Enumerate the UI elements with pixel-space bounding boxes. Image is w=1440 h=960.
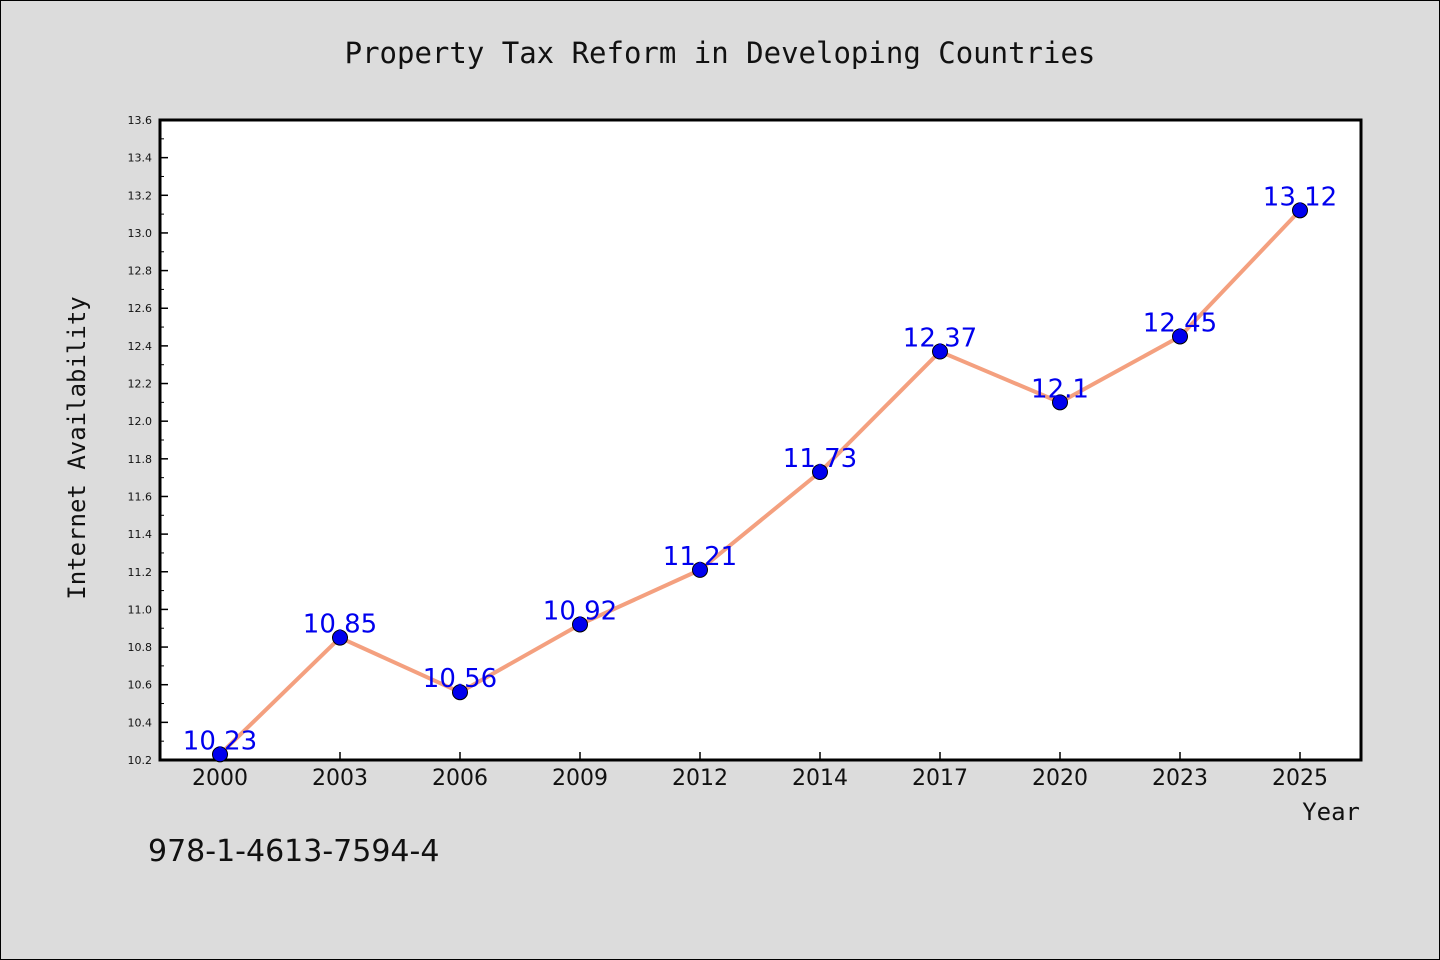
x-axis-label: Year [1302,798,1360,826]
y-axis-label: Internet Availability [63,296,91,599]
data-points [212,202,1308,763]
y-tick-label: 13.4 [128,152,153,165]
y-tick-label: 11.6 [128,490,153,503]
x-tick-label: 2000 [192,766,248,791]
x-tick-label: 2009 [552,766,608,791]
y-tick-label: 10.6 [128,679,153,692]
data-point [1292,202,1308,219]
chart-title: Property Tax Reform in Developing Countr… [345,36,1096,70]
data-label: 10.85 [303,610,377,640]
data-point [452,684,468,701]
data-label: 10.23 [183,726,257,756]
data-point [1052,394,1068,411]
y-tick-label: 12.8 [128,265,153,278]
y-tick-label: 12.2 [128,378,153,391]
data-point [332,629,348,646]
x-tick-label: 2012 [672,766,728,791]
x-tick-label: 2017 [912,766,968,791]
data-point [932,343,948,360]
y-tick-label: 12.4 [128,340,153,353]
y-tick-label: 13.2 [128,189,153,202]
plot-area [158,118,1363,762]
x-tick-label: 2025 [1272,766,1328,791]
data-point [812,464,828,480]
x-tick-label: 2014 [792,766,848,791]
y-tick-label: 11.2 [128,566,153,579]
data-label: 10.56 [423,664,497,694]
y-axis: 10.2 10.4 10.6 10.8 11.0 11.2 11.4 11.6 11.8 12.0… [128,114,168,767]
y-tick-label: 12.0 [128,415,153,428]
data-point [1172,328,1188,345]
series-line [218,208,1302,757]
data-point [572,616,588,633]
y-tick-label: 10.4 [128,716,153,729]
data-label: 13.12 [1263,182,1337,212]
data-labels: 10.23 10.85 10.56 10.92 11.21 11.73 12.37 12.1 1… [183,182,1337,756]
data-point [692,561,708,578]
y-tick-label: 12.6 [128,302,153,315]
y-tick-label: 10.8 [128,641,153,654]
data-label: 12.1 [1031,374,1089,404]
y-tick-label: 11.4 [128,528,153,541]
y-tick-label: 11.0 [128,603,153,616]
data-label: 12.37 [903,324,977,354]
y-tick-label: 13.6 [128,114,153,127]
x-tick-label: 2006 [432,766,488,791]
x-tick-label: 2020 [1032,766,1088,791]
data-label: 12.45 [1143,308,1217,338]
x-tick-label: 2023 [1152,766,1208,791]
y-tick-label: 11.8 [128,453,153,466]
data-label: 11.73 [783,444,857,474]
data-label: 11.21 [663,542,737,572]
y-tick-label: 10.2 [128,754,153,767]
data-point [212,746,228,763]
y-tick-label: 13.0 [128,227,153,240]
isbn-code: 978-1-4613-7594-4 [148,834,440,869]
data-label: 10.92 [543,596,617,626]
x-tick-label: 2003 [312,766,368,791]
x-axis: 2000 2003 2006 2009 2012 2014 2017 2020 2023 2025 [192,752,1328,791]
